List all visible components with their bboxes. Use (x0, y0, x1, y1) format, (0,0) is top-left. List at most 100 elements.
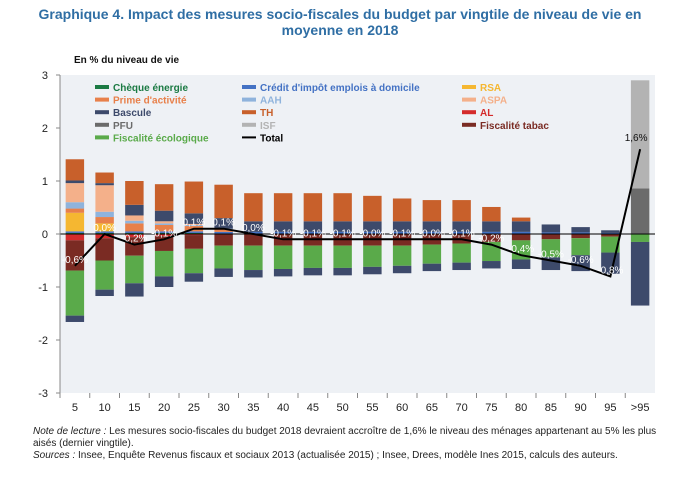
x-tick-label: 30 (218, 402, 230, 414)
bar-segment (65, 180, 85, 184)
bar-segment (154, 276, 174, 287)
bar-segment (125, 234, 144, 238)
bar-segment (244, 221, 263, 232)
x-tick-label: 60 (396, 402, 408, 414)
legend-label: Prime d'activité (113, 96, 187, 107)
legend-swatch (95, 122, 109, 127)
bar-segment (511, 240, 531, 260)
bar-segment (125, 231, 144, 233)
bar-segment (65, 232, 85, 234)
bar-segment (482, 206, 501, 222)
bar-segment (95, 289, 114, 297)
bar-segment (184, 232, 204, 234)
bar-segment (125, 237, 144, 256)
data-label: -0,1% (389, 228, 415, 239)
bar-segment (452, 221, 471, 232)
bar-segment (303, 245, 323, 268)
bar-segment (214, 268, 233, 277)
legend-label: Total (260, 133, 283, 144)
bar-segment (630, 80, 650, 189)
data-label: -0,1% (151, 228, 177, 239)
y-tick-label: -1 (38, 282, 48, 294)
data-label: -0,1% (449, 228, 475, 239)
note-text: Les mesures socio-fiscales du budget 201… (33, 426, 657, 449)
x-tick-label: 35 (247, 402, 259, 414)
legend-swatch (95, 110, 109, 115)
bar-segment (541, 232, 561, 234)
bar-segment (154, 210, 174, 222)
legend-label: Bascule (113, 108, 152, 119)
x-tick-label: 25 (188, 402, 200, 414)
legend-swatch (95, 97, 109, 102)
legend-label: AAH (260, 96, 282, 107)
bar-segment (65, 183, 85, 203)
bar-segment (363, 195, 382, 222)
bar-segment (630, 234, 650, 242)
data-label: 0,0% (93, 223, 116, 234)
bar-segment (214, 229, 233, 232)
bar-segment (333, 193, 352, 222)
bar-segment (244, 245, 263, 271)
bar-segment (214, 218, 233, 229)
bar-segment (65, 315, 85, 322)
bar-segment (363, 245, 382, 267)
bar-segment (65, 270, 85, 316)
bar-segment (363, 231, 382, 234)
bar-segment (65, 159, 85, 181)
bar-segment (511, 217, 531, 222)
legend-label: Fiscalité tabac (480, 121, 549, 132)
bar-segment (273, 231, 293, 234)
bar-segment (511, 259, 531, 269)
y-tick-label: 3 (42, 70, 48, 82)
legend-swatch (462, 110, 476, 115)
x-tick-label: 75 (485, 402, 497, 414)
bar-segment (65, 240, 85, 271)
data-label: 0,1% (212, 218, 235, 229)
x-tick-label: 10 (99, 402, 111, 414)
bar-segment (214, 184, 233, 219)
bar-segment (422, 231, 442, 234)
bar-segment (541, 239, 561, 258)
bar-segment (541, 224, 561, 233)
legend-swatch (462, 122, 476, 127)
data-label: 0,0% (242, 223, 265, 234)
bar-segment (601, 232, 620, 234)
bar-segment (125, 204, 144, 216)
bar-segment (333, 267, 352, 276)
bar-segment (95, 238, 114, 261)
legend-swatch (462, 85, 476, 89)
legend-swatch (462, 97, 476, 102)
bar-segment (154, 224, 174, 232)
bar-segment (154, 221, 174, 224)
bar-segment (273, 193, 293, 222)
data-label: 0,1% (182, 218, 205, 229)
legend-swatch (242, 85, 256, 89)
data-label: 1,6% (625, 133, 648, 144)
bar-segment (95, 223, 114, 232)
y-tick-label: -2 (38, 335, 48, 347)
bar-segment (601, 234, 620, 237)
x-tick-label: 65 (426, 402, 438, 414)
bar-segment (184, 234, 204, 236)
bar-segment (95, 211, 114, 218)
bar-segment (452, 243, 471, 263)
bar-segment (571, 227, 590, 233)
y-tick-label: -3 (38, 388, 48, 400)
bar-segment (422, 221, 442, 232)
bar-segment (154, 231, 174, 233)
bar-segment (184, 213, 204, 224)
bar-segment (65, 202, 85, 209)
legend-label: ISF (260, 121, 276, 132)
legend-label: Chèque énergie (113, 83, 188, 94)
legend-swatch (242, 122, 256, 127)
bar-segment (511, 231, 531, 234)
data-label: -0,0% (419, 228, 445, 239)
bar-segment (184, 235, 204, 249)
bar-segment (511, 221, 531, 232)
bar-segment (65, 208, 85, 213)
bar-segment (125, 283, 144, 297)
bar-segment (184, 273, 204, 282)
bar-segment (452, 231, 471, 234)
bar-segment (214, 231, 233, 234)
x-tick-label: 95 (604, 402, 616, 414)
